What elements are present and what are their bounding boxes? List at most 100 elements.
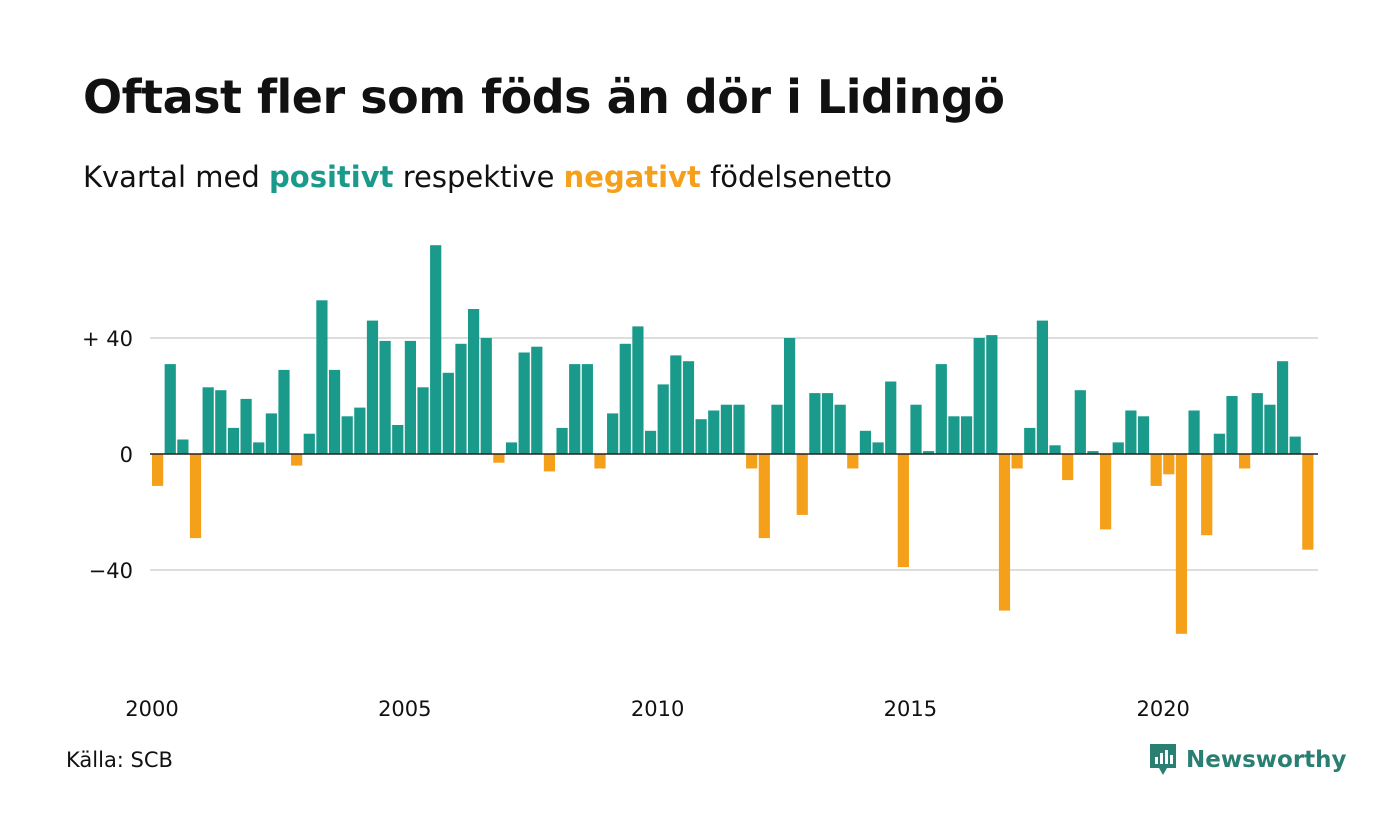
subtitle-positive-word: positivt: [269, 160, 394, 194]
bar: [1100, 454, 1112, 530]
bar: [1251, 393, 1263, 454]
y-tick-label: −40: [89, 559, 133, 583]
bar: [392, 425, 404, 454]
bar: [493, 454, 505, 463]
bar: [202, 387, 214, 454]
bar: [1264, 404, 1276, 454]
bar: [796, 454, 808, 515]
bar: [253, 442, 265, 454]
bar: [1276, 361, 1289, 454]
bar: [644, 430, 657, 454]
bar: [1289, 436, 1301, 454]
bar: [164, 364, 176, 454]
bar: [1024, 427, 1036, 454]
gridlines: [150, 337, 1318, 571]
bar: [569, 364, 581, 454]
bar: [152, 454, 164, 486]
bar: [518, 352, 530, 454]
bar: [607, 413, 619, 454]
bar: [935, 364, 947, 454]
bar: [682, 361, 695, 454]
brand-logo[interactable]: Newsworthy: [1148, 742, 1347, 778]
y-axis: + 40 0 −40: [82, 327, 133, 583]
bar: [847, 454, 859, 469]
bar: [1049, 445, 1061, 454]
bar: [556, 427, 568, 454]
bar: [619, 343, 631, 454]
bar: [1188, 410, 1200, 454]
bar: [834, 404, 846, 454]
bar: [291, 454, 303, 466]
bar: [872, 442, 884, 454]
bar: [1125, 410, 1137, 454]
bar: [897, 454, 909, 568]
bar: [771, 404, 783, 454]
bar: [998, 454, 1011, 611]
bar: [1226, 396, 1238, 454]
bar: [1036, 320, 1048, 454]
bar: [379, 340, 391, 454]
bar: [746, 454, 758, 469]
bar-chart: + 40 0 −40 2000 2005 2010 2015 2020: [82, 245, 1318, 721]
bar: [404, 340, 416, 454]
bar: [455, 343, 467, 454]
bar: [1213, 433, 1225, 454]
bar: [784, 338, 796, 454]
bar: [657, 384, 669, 454]
x-tick-label: 2020: [1136, 697, 1189, 721]
bar: [1074, 390, 1086, 454]
subtitle-middle: respektive: [402, 160, 555, 194]
bar: [960, 416, 973, 454]
bar: [973, 338, 985, 454]
x-tick-label: 2000: [125, 697, 178, 721]
bar: [543, 454, 556, 472]
bar: [910, 404, 922, 454]
bar: [708, 410, 720, 454]
bar: [632, 326, 644, 454]
bar: [215, 390, 227, 454]
x-tick-label: 2005: [378, 697, 431, 721]
x-tick-label: 2010: [631, 697, 684, 721]
chart-subtitle: Kvartal med positivt respektive negativt…: [83, 160, 892, 194]
bar: [986, 335, 998, 454]
bar: [720, 404, 732, 454]
bar: [531, 346, 543, 454]
bar: [366, 320, 379, 454]
source-note: Källa: SCB: [66, 748, 173, 772]
chart-title: Oftast fler som föds än dör i Lidingö: [83, 70, 1005, 124]
bar: [809, 393, 821, 454]
brand-name: Newsworthy: [1186, 747, 1347, 773]
bar: [442, 372, 454, 454]
bar: [1239, 454, 1251, 469]
y-tick-label: 0: [120, 443, 133, 467]
bar: [758, 454, 770, 539]
x-axis: 2000 2005 2010 2015 2020: [125, 697, 1190, 721]
y-tick-label: + 40: [82, 327, 133, 351]
bar: [468, 309, 480, 454]
bar: [1011, 454, 1023, 469]
bar: [1112, 442, 1124, 454]
bar: [948, 416, 960, 454]
bar: [505, 442, 518, 454]
bar: [189, 454, 202, 539]
bar: [240, 398, 252, 454]
x-tick-label: 2015: [884, 697, 937, 721]
bar: [1163, 454, 1175, 475]
bar: [695, 419, 707, 454]
bar: [328, 369, 341, 454]
bar: [1302, 454, 1314, 550]
bar: [227, 427, 240, 454]
newsworthy-logo-icon: [1150, 744, 1176, 775]
bar: [1150, 454, 1162, 486]
bar: [670, 355, 682, 454]
bar: [594, 454, 606, 469]
bar: [316, 300, 328, 454]
bar: [821, 393, 834, 454]
bar: [733, 404, 745, 454]
bar: [1137, 416, 1150, 454]
bar: [1062, 454, 1074, 481]
bar: [341, 416, 353, 454]
bar: [354, 407, 366, 454]
bar: [278, 369, 290, 454]
bar: [480, 338, 492, 454]
